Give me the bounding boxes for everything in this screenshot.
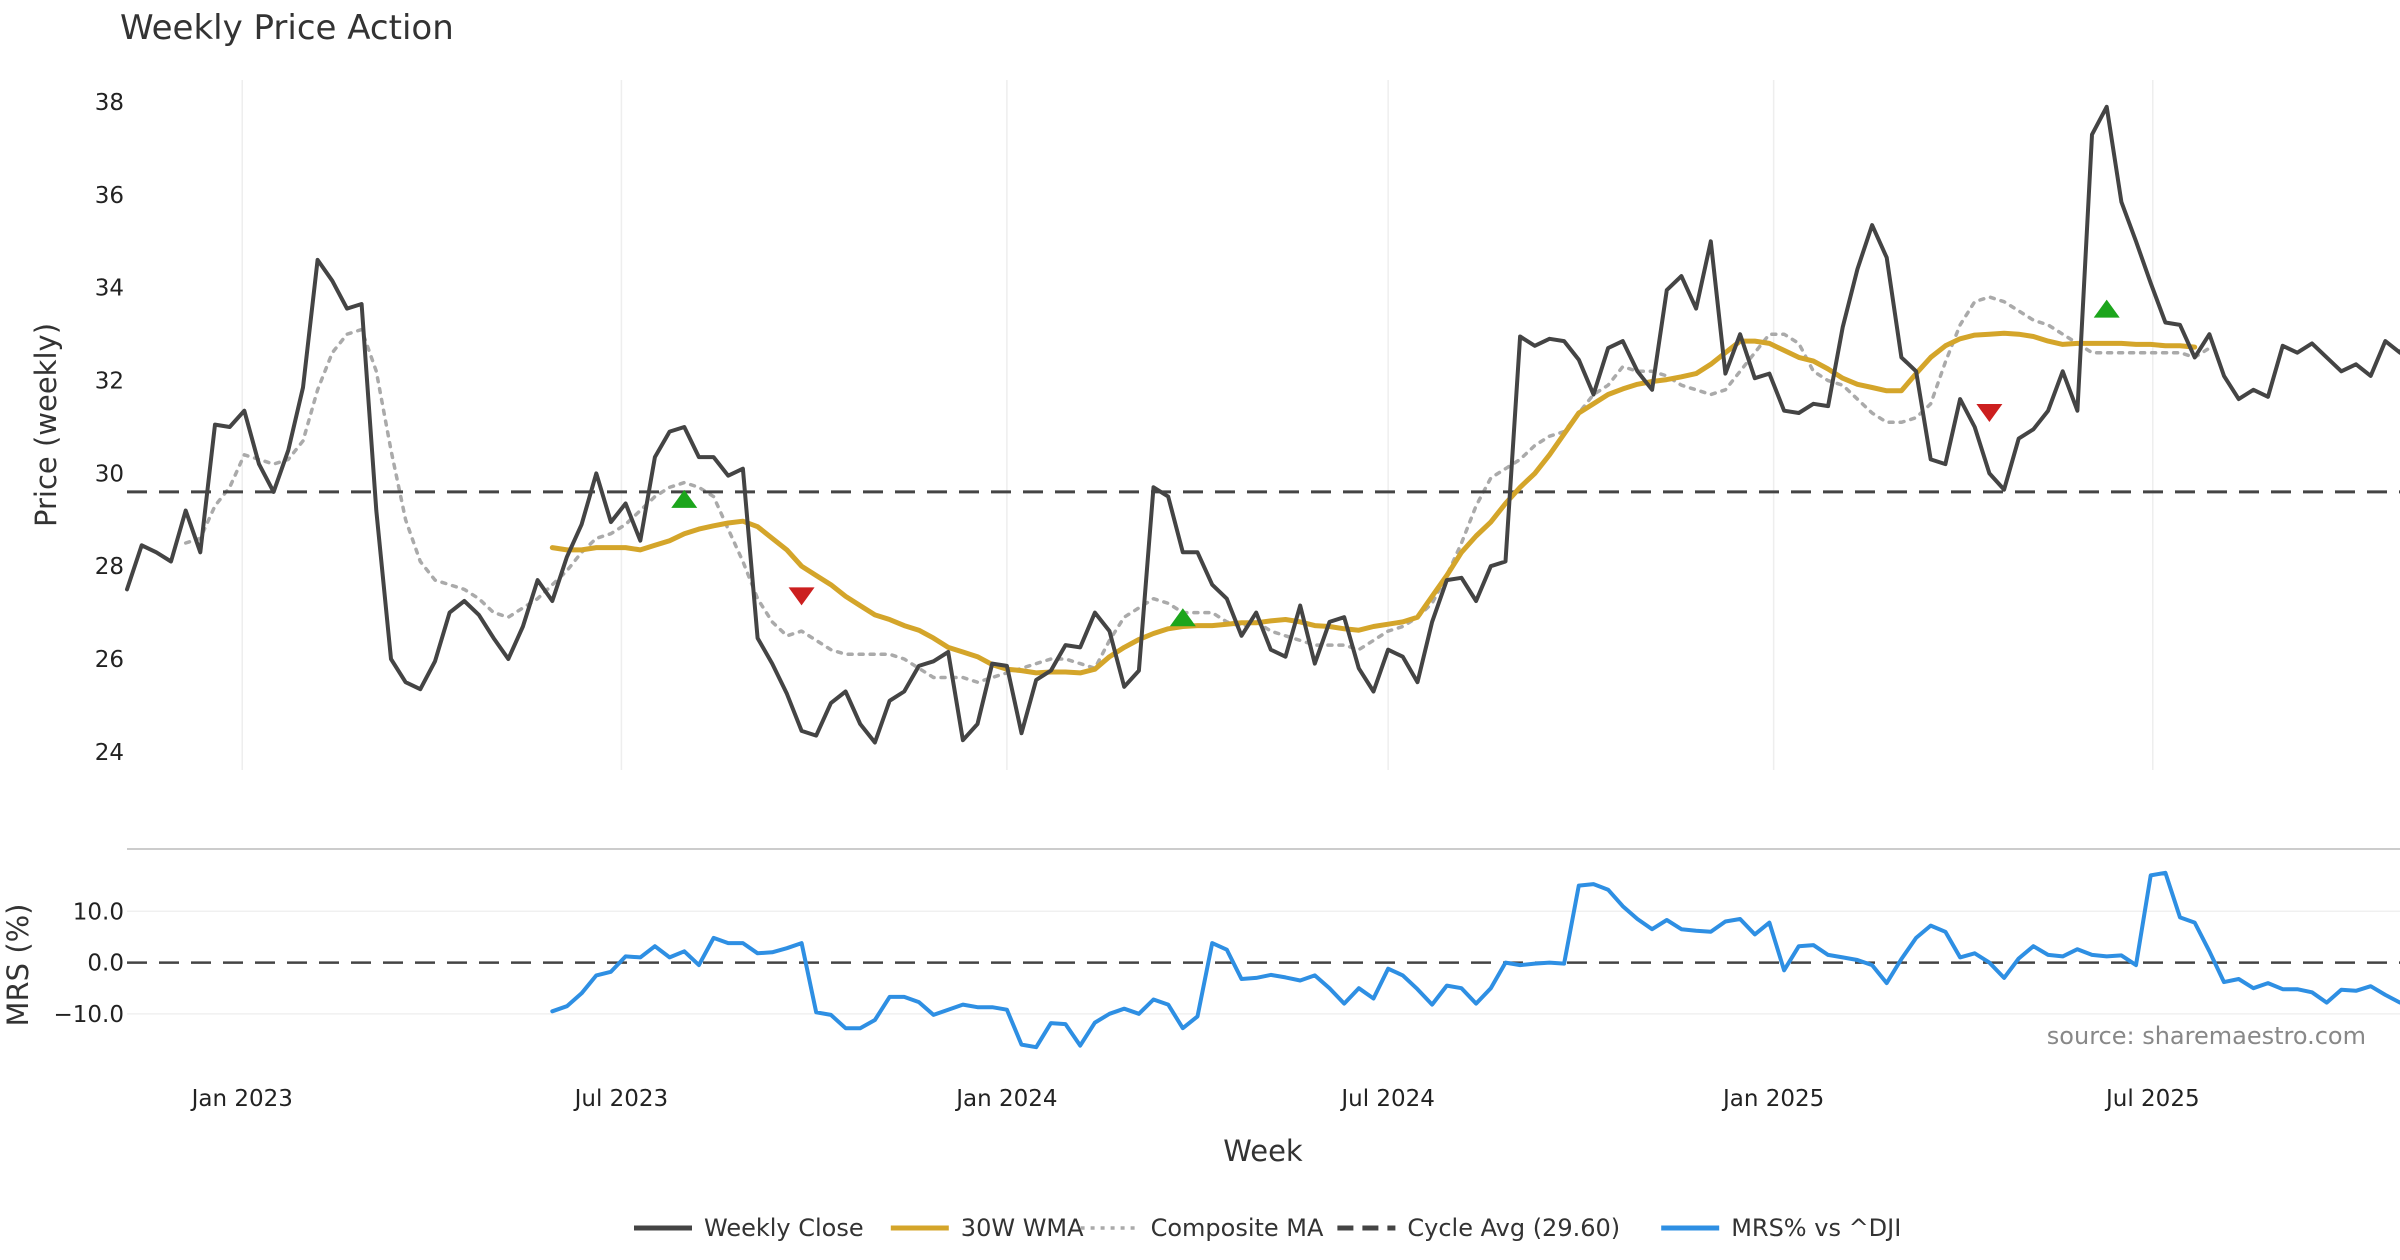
legend-label-weekly-close: Weekly Close xyxy=(704,1214,864,1242)
x-tick-jan-2023: Jan 2023 xyxy=(190,1086,293,1112)
x-tick-jul-2023: Jul 2023 xyxy=(573,1086,669,1112)
mrs-panel: −10.0 0.0 10.0 MRS (%) source: sharemaestr… xyxy=(1,870,2400,1050)
price-y-tick-36: 36 xyxy=(95,183,124,209)
price-grid xyxy=(241,80,2154,770)
x-tick-jan-2025: Jan 2025 xyxy=(1721,1086,1824,1112)
price-panel: 24 26 28 30 32 34 36 38 Price (weekly) xyxy=(29,80,2400,770)
legend-item-composite-ma: Composite MA xyxy=(1080,1214,1324,1242)
x-tick-jul-2024: Jul 2024 xyxy=(1339,1086,1435,1112)
x-tick-jul-2025: Jul 2025 xyxy=(2104,1086,2200,1112)
legend-item-weekly-close: Weekly Close xyxy=(634,1214,864,1242)
price-y-tick-30: 30 xyxy=(95,461,124,487)
mrs-y-axis-title: MRS (%) xyxy=(1,904,35,1027)
mrs-y-axis: −10.0 0.0 10.0 xyxy=(54,899,124,1028)
price-y-tick-32: 32 xyxy=(95,369,124,395)
buy-marker-1 xyxy=(671,489,698,508)
mrs-y-tick-10-0: 10.0 xyxy=(73,899,124,925)
price-y-tick-38: 38 xyxy=(95,90,124,116)
x-tick-jan-2024: Jan 2024 xyxy=(954,1086,1057,1112)
chart-title: Weekly Price Action xyxy=(120,8,454,48)
price-y-tick-28: 28 xyxy=(95,554,124,580)
legend-label-30w-wma: 30W WMA xyxy=(961,1214,1084,1242)
legend-item-mrs-vs-dji: MRS% vs ^DJI xyxy=(1661,1214,1901,1242)
mrs-series xyxy=(127,870,2400,1050)
legend-label-composite-ma: Composite MA xyxy=(1151,1214,1324,1242)
x-axis-title: Week xyxy=(1223,1134,1303,1168)
sell-marker-4 xyxy=(1976,404,2003,423)
series-weekly-close xyxy=(125,104,2400,745)
mrs-y-tick-10-0: −10.0 xyxy=(54,1002,124,1028)
legend-label-cycle-avg-29-60: Cycle Avg (29.60) xyxy=(1407,1214,1620,1242)
price-y-tick-34: 34 xyxy=(95,276,124,302)
source-annotation: source: sharemaestro.com xyxy=(2047,1022,2366,1050)
price-y-tick-26: 26 xyxy=(95,647,124,673)
legend-label-mrs-vs-dji: MRS% vs ^DJI xyxy=(1731,1214,1901,1242)
legend-item-cycle-avg-29-60: Cycle Avg (29.60) xyxy=(1337,1214,1620,1242)
buy-marker-3 xyxy=(1169,608,1196,627)
mrs-y-tick-0-0: 0.0 xyxy=(87,951,124,977)
sell-marker-2 xyxy=(788,587,815,606)
series-mrs-vs-dji xyxy=(550,870,2400,1050)
price-y-axis-title: Price (weekly) xyxy=(29,323,63,527)
series-composite-ma xyxy=(183,295,2212,684)
buy-marker-5 xyxy=(2093,299,2120,318)
price-y-tick-24: 24 xyxy=(95,740,124,766)
legend-item-30w-wma: 30W WMA xyxy=(890,1214,1084,1242)
price-series xyxy=(125,104,2400,745)
series-30w-wma xyxy=(549,330,2198,676)
signal-markers xyxy=(671,299,2120,627)
x-axis: Jan 2023 Jul 2023 Jan 2024 Jul 2024 Jan 2025… xyxy=(190,1086,2200,1112)
legend: Weekly Close 30W WMA Composite MA Cycle Avg… xyxy=(634,1214,1901,1242)
mrs-grid xyxy=(127,910,2400,1015)
price-y-axis: 24 26 28 30 32 34 36 38 xyxy=(95,90,124,766)
